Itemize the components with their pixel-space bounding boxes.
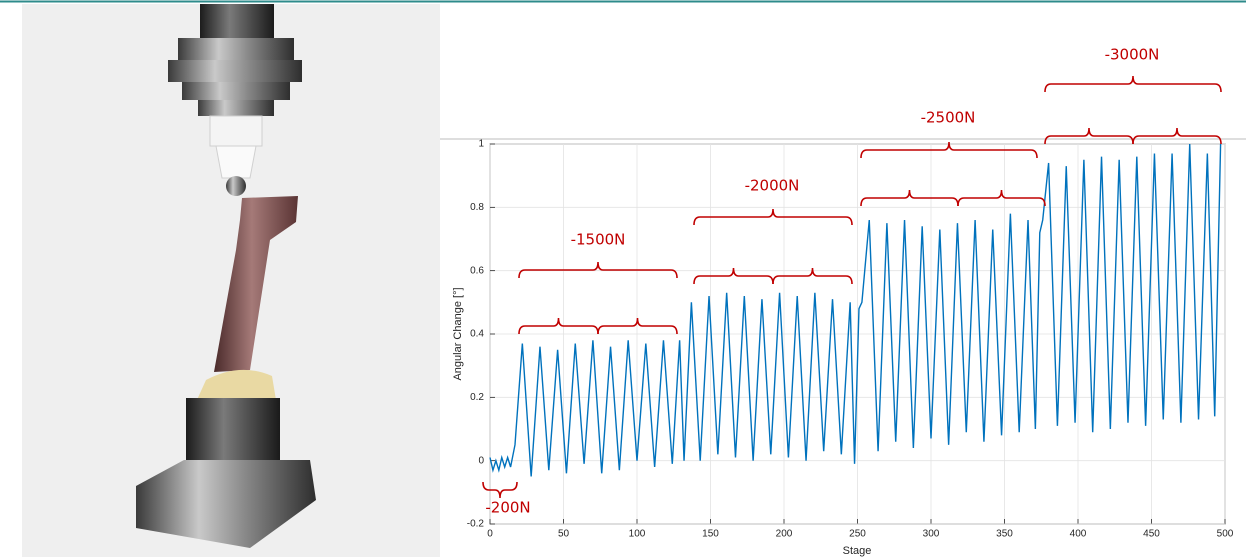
x-tick-label: 100 xyxy=(629,529,646,540)
y-tick-label: 0.6 xyxy=(470,265,484,276)
brace xyxy=(1044,75,1222,93)
x-tick-label: 200 xyxy=(776,529,793,540)
x-tick-label: 500 xyxy=(1217,529,1234,540)
brace xyxy=(693,208,853,226)
annotation: -1500N xyxy=(571,231,626,249)
x-axis-title: Stage xyxy=(843,545,872,557)
x-tick-label: 250 xyxy=(849,529,866,540)
y-tick-label: 0.8 xyxy=(470,202,484,213)
y-tick-label: 0.4 xyxy=(470,329,484,340)
x-tick-label: 400 xyxy=(1070,529,1087,540)
brace xyxy=(957,189,1046,207)
annotation: -2000N xyxy=(745,177,800,195)
brace xyxy=(860,189,959,207)
brace xyxy=(860,141,1038,159)
photo xyxy=(22,4,440,557)
annotations: -200N -1500N -2000N -2500N -3000N xyxy=(482,46,1222,517)
brace xyxy=(482,481,518,499)
x-tick-label: 450 xyxy=(1143,529,1160,540)
annotation: -3000N xyxy=(1105,46,1160,64)
brace xyxy=(597,317,678,335)
annotation: -2500N xyxy=(921,109,976,127)
y-tick-label: 0 xyxy=(478,455,484,466)
brace xyxy=(518,261,678,279)
x-tick-label: 0 xyxy=(487,529,493,540)
plot xyxy=(489,143,1222,477)
brace xyxy=(518,317,599,335)
x-tick-label: 350 xyxy=(996,529,1013,540)
brace xyxy=(1044,127,1134,145)
annotation: -200N xyxy=(485,499,530,517)
x-tick-label: 50 xyxy=(558,529,570,540)
x-tick-label: 300 xyxy=(923,529,940,540)
brace xyxy=(693,267,774,285)
x-tick-label: 150 xyxy=(702,529,719,540)
y-tick-label: 1 xyxy=(478,139,484,150)
brace xyxy=(1132,127,1222,145)
y-tick-label: -0.2 xyxy=(467,519,485,530)
y-tick-label: 0.2 xyxy=(470,392,484,403)
brace xyxy=(772,267,853,285)
data-line xyxy=(489,143,1222,477)
y-axis-title: Angular Change [°] xyxy=(452,287,464,380)
